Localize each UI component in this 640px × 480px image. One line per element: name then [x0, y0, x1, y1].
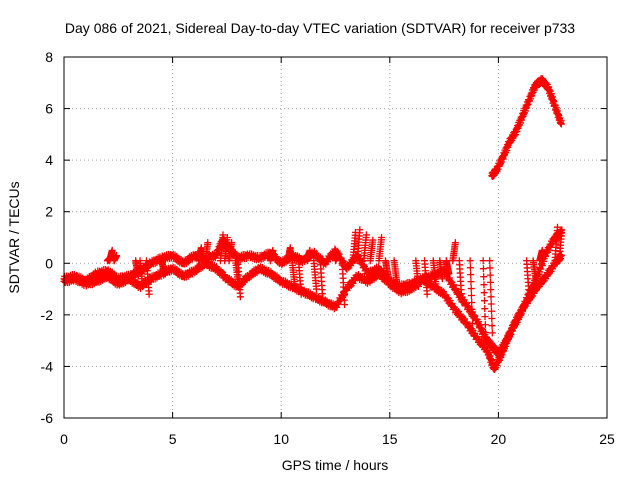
data-point	[480, 289, 488, 297]
x-tick-label: 10	[273, 431, 289, 447]
data-point	[481, 321, 489, 329]
x-tick-label: 0	[60, 431, 68, 447]
data-point	[480, 273, 488, 281]
data-point	[468, 298, 476, 306]
data-point	[466, 264, 474, 272]
data-point	[362, 231, 370, 239]
data-point	[306, 246, 314, 254]
axis-ticks: 0 5 10 15 20 25 -6 -4 -2 0 2 4 6 8	[41, 49, 615, 447]
data-point	[488, 329, 496, 337]
data-point	[423, 290, 431, 298]
x-tick-label: 25	[599, 431, 615, 447]
data-point	[488, 307, 496, 315]
data-point	[481, 313, 489, 321]
data-point	[479, 265, 487, 273]
data-point	[481, 305, 489, 313]
data-point	[384, 272, 392, 280]
y-tick-label: -2	[41, 307, 54, 323]
data-point	[487, 293, 495, 301]
y-tick-label: 0	[45, 255, 53, 271]
y-tick-label: -4	[41, 358, 54, 374]
data-point	[108, 246, 116, 254]
data-point	[369, 236, 377, 244]
data-point	[538, 246, 546, 254]
data-point	[219, 231, 227, 239]
data-point	[469, 319, 477, 327]
data-point	[432, 280, 440, 288]
data-point	[488, 322, 496, 330]
data-point	[145, 290, 153, 298]
data-point	[438, 275, 446, 283]
data-point	[479, 257, 487, 265]
data-point	[553, 223, 561, 231]
x-tick-label: 20	[491, 431, 507, 447]
x-tick-label: 15	[382, 431, 398, 447]
data-point	[286, 244, 294, 252]
data-point	[341, 301, 349, 309]
data-point	[468, 305, 476, 313]
data-point	[269, 246, 277, 254]
data-point	[558, 226, 566, 234]
plot-frame	[63, 56, 608, 419]
data-point	[467, 271, 475, 279]
data-point	[204, 239, 212, 247]
data-point	[334, 249, 342, 257]
data-point	[297, 290, 305, 298]
x-axis-label: GPS time / hours	[282, 457, 389, 473]
y-tick-label: 6	[45, 101, 53, 117]
data-point	[451, 239, 459, 247]
y-tick-label: 4	[45, 152, 53, 168]
data-point	[458, 298, 466, 306]
data-point	[469, 326, 477, 334]
data-point	[445, 270, 453, 278]
y-tick-label: 8	[45, 49, 53, 65]
data-point	[486, 257, 494, 265]
data-point	[160, 270, 168, 278]
data-point	[378, 234, 386, 241]
data-point	[557, 120, 565, 128]
data-point	[487, 300, 495, 308]
data-point	[488, 314, 496, 322]
data-point	[482, 329, 490, 337]
data-markers	[60, 75, 566, 373]
data-point	[468, 312, 476, 320]
data-point	[466, 257, 474, 265]
data-point	[481, 297, 488, 305]
data-point	[487, 286, 495, 294]
data-point	[236, 293, 244, 301]
data-point	[319, 298, 327, 306]
chart-title: Day 086 of 2021, Sidereal Day-to-day VTE…	[65, 20, 575, 36]
y-tick-label: -6	[41, 410, 54, 426]
y-tick-label: 2	[45, 204, 53, 220]
data-point	[486, 278, 494, 286]
data-point	[393, 277, 401, 285]
data-point	[482, 337, 490, 345]
data-point	[480, 281, 488, 289]
data-point	[486, 271, 494, 279]
data-point	[467, 278, 475, 286]
data-point	[228, 239, 236, 247]
data-point	[356, 226, 364, 234]
data-point	[139, 282, 147, 290]
data-point	[223, 234, 231, 241]
data-point	[486, 264, 494, 272]
data-point	[414, 282, 422, 290]
data-point	[467, 285, 475, 293]
x-tick-label: 5	[169, 431, 177, 447]
data-point	[113, 252, 121, 260]
data-point	[525, 293, 533, 301]
y-axis-label: SDTVAR / TECUs	[6, 181, 22, 293]
series-spikes	[103, 223, 566, 345]
data-point	[532, 275, 540, 283]
data-point	[467, 292, 475, 300]
series-upper-arc	[488, 75, 565, 180]
